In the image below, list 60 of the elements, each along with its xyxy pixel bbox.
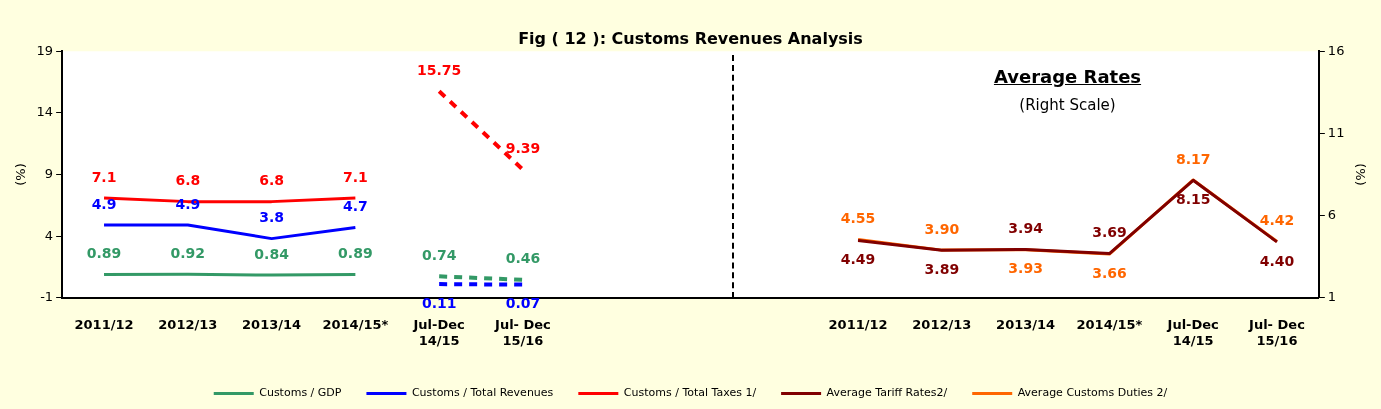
data-label: 4.55 (840, 210, 876, 227)
data-label: 3.90 (924, 220, 960, 237)
data-label: 0.74 (421, 246, 457, 263)
data-label: 8.15 (1175, 190, 1211, 207)
y-tick-label: 14 (36, 104, 54, 120)
legend-label: Customs / Total Taxes 1/ (623, 386, 757, 400)
chart-title: Fig ( 12 ): Customs Revenues Analysis (518, 28, 863, 48)
y-axis-title: (%) (13, 163, 29, 186)
y-tick-label: 19 (36, 42, 54, 58)
data-label: 7.1 (342, 168, 368, 185)
data-label: 4.7 (342, 198, 368, 215)
x-tick-label: Jul- Dec 15/16 (494, 316, 551, 348)
data-label: 4.40 (1259, 252, 1295, 269)
x-tick-label: 2012/13 (912, 316, 972, 332)
annotation: (Right Scale) (1019, 96, 1116, 115)
data-label: 0.84 (254, 245, 290, 262)
y-tick-label: 4 (44, 227, 54, 243)
annotation: Average Rates (993, 66, 1142, 88)
data-label: 0.11 (421, 294, 457, 311)
data-label: 3.69 (1092, 224, 1127, 241)
y2-tick-label: 11 (1327, 124, 1345, 140)
y2-tick-label: 6 (1327, 206, 1337, 222)
x-tick-label: Jul-Dec 14/15 (412, 316, 465, 348)
data-label: 15.75 (417, 61, 462, 78)
y-tick-label: -1 (40, 289, 54, 305)
legend-label: Customs / GDP (259, 386, 342, 400)
y2-tick-label: 16 (1327, 42, 1345, 58)
data-label: 3.66 (1092, 264, 1127, 281)
data-label: 3.8 (259, 209, 284, 226)
legend-label: Customs / Total Revenues (411, 386, 554, 400)
data-label: 9.39 (505, 140, 541, 157)
x-tick-label: Jul-Dec 14/15 (1166, 316, 1219, 348)
data-label: 0.07 (505, 295, 541, 312)
data-label: 8.17 (1175, 150, 1211, 167)
data-label: 3.94 (1008, 220, 1044, 237)
data-label: 0.46 (505, 250, 541, 267)
y2-tick-label: 1 (1327, 289, 1337, 305)
x-tick-label: 2014/15* (1076, 316, 1143, 332)
data-label: 0.89 (338, 245, 373, 262)
legend-label: Average Customs Duties 2/ (1017, 386, 1168, 400)
data-label: 6.8 (175, 172, 201, 189)
x-tick-label: 2014/15* (322, 316, 389, 332)
data-label: 0.89 (86, 245, 122, 262)
data-label: 3.93 (1008, 260, 1043, 277)
x-tick-label: Jul- Dec 15/16 (1248, 316, 1305, 348)
x-tick-label: 2012/13 (158, 316, 218, 332)
x-tick-label: 2013/14 (996, 316, 1056, 332)
y-tick-label: 9 (44, 165, 54, 181)
data-label: 4.42 (1259, 212, 1295, 229)
data-label: 7.1 (91, 168, 117, 185)
data-label: 4.9 (91, 195, 117, 212)
data-label: 6.8 (259, 172, 284, 189)
data-label: 4.49 (840, 251, 876, 268)
x-tick-label: 2011/12 (74, 316, 134, 332)
legend-label: Average Tariff Rates2/ (826, 386, 948, 400)
data-label: 0.92 (170, 244, 206, 261)
x-tick-label: 2013/14 (242, 316, 302, 332)
y2-axis-title: (%) (1352, 163, 1368, 186)
data-label: 3.89 (924, 260, 960, 277)
x-tick-label: 2011/12 (828, 316, 888, 332)
